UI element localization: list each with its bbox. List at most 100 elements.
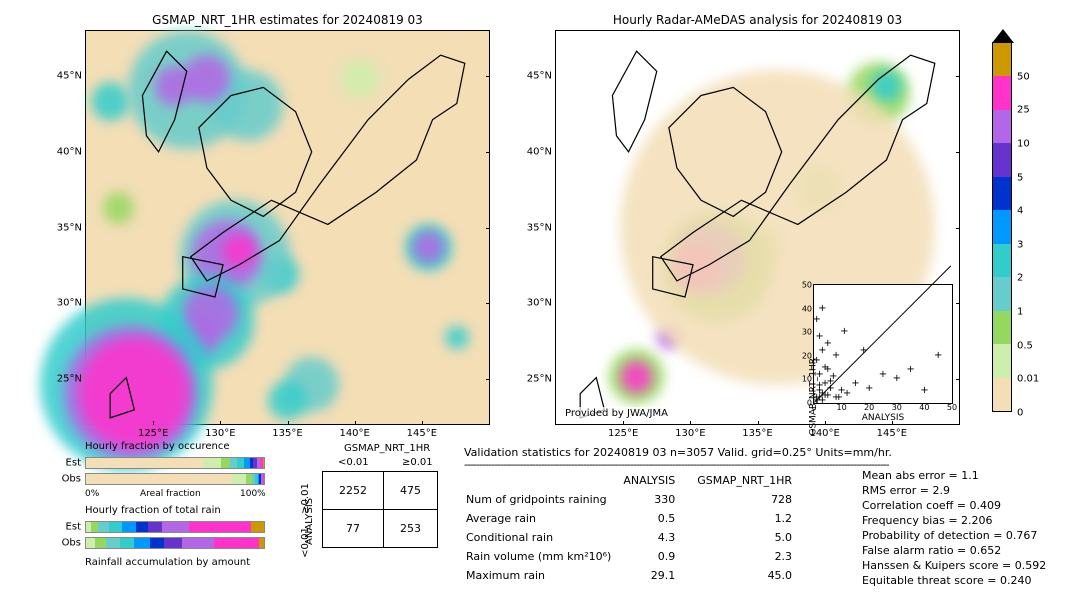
precip-blob	[79, 338, 189, 448]
bar-segment	[95, 538, 106, 548]
colorbar-tick: 1	[1011, 307, 1023, 318]
lon-tick: 125°E	[138, 424, 168, 439]
bar-segment	[86, 458, 203, 468]
scatter-xtick: 40	[919, 403, 929, 412]
colorbar-top-arrow	[992, 29, 1014, 43]
lat-tick: 45°N	[527, 71, 556, 82]
validation-row: Conditional rain4.35.0	[466, 529, 812, 546]
scatter-point: +	[859, 346, 867, 356]
colorbar-tick: 5	[1011, 172, 1023, 183]
colorbar-tick: 0.5	[1011, 340, 1033, 351]
scatter-point: +	[826, 377, 834, 387]
score-row: Frequency bias = 2.206	[862, 513, 1046, 528]
scatter-point: +	[824, 339, 832, 349]
colorbar-tick: 10	[1011, 138, 1030, 149]
colorbar-segment	[993, 344, 1011, 377]
precip-blob	[445, 326, 469, 350]
lat-tick: 25°N	[527, 373, 556, 384]
colorbar-segment	[993, 311, 1011, 344]
scatter-xtick: 10	[837, 403, 847, 412]
bar-segment	[189, 522, 251, 532]
score-row: False alarm ratio = 0.652	[862, 543, 1046, 558]
scatter-ytick: 30	[802, 328, 814, 337]
colorbar-tick: 0.01	[1011, 374, 1039, 385]
scatter-point: +	[835, 393, 843, 403]
scatter-point: +	[893, 374, 901, 384]
bar-segment	[109, 522, 121, 532]
areal-mid: Areal fraction	[140, 489, 201, 499]
lon-tick: 140°E	[809, 424, 839, 439]
lon-tick: 145°E	[877, 424, 907, 439]
scatter-ytick: 50	[802, 281, 814, 290]
bar-segment	[86, 474, 232, 484]
areal-0: 0%	[85, 489, 99, 499]
bar-segment	[251, 522, 263, 532]
lat-tick: 35°N	[527, 222, 556, 233]
bar-segment	[134, 538, 150, 548]
colorbar-tick: 0	[1011, 408, 1023, 419]
validation-scores: Mean abs error = 1.1RMS error = 2.9Corre…	[862, 468, 1046, 588]
scatter-xtick: 30	[892, 403, 902, 412]
bar-rain-obs	[85, 537, 265, 549]
scatter-xtick: 50	[947, 403, 957, 412]
lat-tick: 30°N	[57, 298, 86, 309]
contingency-table: 2252 475 77 253	[322, 471, 438, 548]
bar-segment	[164, 538, 182, 548]
scatter-inset-panel: ANALYSIS GSMAP_NRT_1HR 00101020203030404…	[813, 284, 953, 404]
colorbar-segment	[993, 43, 1011, 76]
bar-segment	[162, 522, 189, 532]
bar-segment	[150, 538, 164, 548]
gsmap-map-panel: GSMAP_NRT_1HR estimates for 20240819 03 …	[85, 30, 490, 425]
attribution-label: Provided by JWA/JMA	[562, 407, 671, 420]
radar-map-title: Hourly Radar-AMeDAS analysis for 2024081…	[613, 13, 902, 27]
fraction-bars-block: Hourly fraction by occurence Est Obs 0% …	[85, 445, 295, 605]
validation-row: Average rain0.51.2	[466, 510, 812, 527]
ct-col-h1: ≥0.01	[402, 457, 433, 468]
bar-segment	[148, 522, 162, 532]
scatter-point: +	[865, 384, 873, 394]
bar-segment	[230, 458, 237, 468]
colorbar-segment	[993, 244, 1011, 277]
ct-cell-11: 253	[384, 510, 438, 548]
bar-segment	[106, 538, 120, 548]
scatter-point: +	[815, 381, 823, 391]
scatter-ytick: 40	[802, 304, 814, 313]
lon-tick: 130°E	[675, 424, 705, 439]
colorbar-tick: 3	[1011, 239, 1023, 250]
lat-tick: 40°N	[527, 146, 556, 157]
colorbar-segment	[993, 277, 1011, 310]
ct-row-h1: <0.01	[300, 527, 311, 558]
colorbar-segment	[993, 210, 1011, 243]
scatter-point: +	[824, 365, 832, 375]
totalrain-title: Hourly fraction of total rain	[85, 505, 221, 516]
precip-blob	[871, 70, 902, 101]
ct-row-h0: ≥0.01	[300, 483, 311, 514]
precip-blob	[413, 231, 444, 262]
scatter-point: +	[920, 386, 928, 396]
bar-row-obs-1: Obs	[62, 474, 85, 485]
ct-cell-01: 475	[384, 472, 438, 510]
scatter-point: +	[879, 370, 887, 380]
scatter-point: +	[851, 379, 859, 389]
areal-100: 100%	[240, 489, 266, 499]
ct-col-h0: <0.01	[338, 457, 369, 468]
lat-tick: 40°N	[57, 146, 86, 157]
colorbar-tick: 4	[1011, 206, 1023, 217]
bar-segment	[232, 474, 246, 484]
bar-segment	[221, 458, 230, 468]
bar-segment	[98, 522, 109, 532]
scatter-point: +	[843, 389, 851, 399]
validation-row: Maximum rain29.145.0	[466, 567, 812, 584]
scatter-point: +	[840, 327, 848, 337]
scatter-xtick: 20	[864, 403, 874, 412]
colorbar: 00.010.512345102550	[992, 42, 1012, 412]
bar-segment	[136, 522, 148, 532]
colorbar-segment	[993, 143, 1011, 176]
precip-blob	[155, 66, 194, 105]
precip-blob	[621, 361, 652, 392]
bar-segment	[214, 538, 259, 548]
bar-row-obs-2: Obs	[62, 538, 85, 549]
bar-segment	[120, 538, 134, 548]
lon-tick: 135°E	[742, 424, 772, 439]
bar-segment	[237, 458, 244, 468]
